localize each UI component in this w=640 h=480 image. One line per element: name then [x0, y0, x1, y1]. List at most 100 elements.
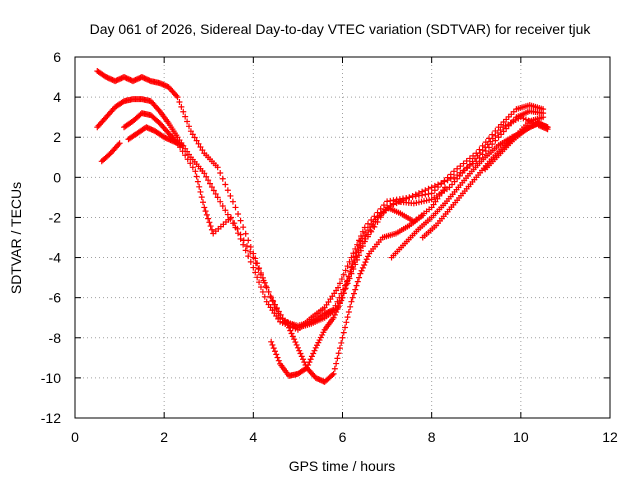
- data-point: [441, 177, 448, 184]
- data-point: [222, 181, 229, 188]
- data-point: [263, 283, 270, 290]
- data-point: [438, 180, 445, 187]
- series-track-2: [94, 96, 547, 333]
- data-point: [340, 290, 347, 297]
- data-point: [292, 339, 299, 346]
- data-point: [205, 215, 212, 222]
- data-point: [203, 211, 210, 218]
- data-point: [334, 306, 341, 313]
- data-point: [291, 336, 298, 343]
- data-point: [214, 194, 221, 201]
- data-point: [187, 160, 194, 167]
- data-point: [235, 211, 242, 218]
- y-tick-label: -8: [49, 330, 62, 346]
- data-point: [343, 281, 350, 288]
- data-point: [349, 260, 356, 267]
- data-point: [254, 274, 261, 281]
- data-point: [339, 294, 346, 301]
- data-point: [358, 267, 365, 274]
- data-point: [260, 277, 267, 284]
- data-point: [428, 184, 435, 191]
- data-points: [94, 68, 551, 385]
- data-point: [240, 237, 247, 244]
- data-point: [198, 194, 205, 201]
- data-point: [345, 308, 352, 315]
- data-point: [352, 286, 359, 293]
- x-axis: 0 2 4 6 8 10 12: [71, 57, 618, 445]
- data-point: [197, 188, 204, 195]
- series-track-7: [286, 212, 426, 385]
- data-point: [217, 198, 224, 205]
- data-point: [203, 173, 210, 180]
- data-point: [289, 333, 296, 340]
- y-tick-label: 6: [53, 49, 61, 65]
- series-track-9: [419, 114, 547, 241]
- x-tick-label: 8: [428, 429, 436, 445]
- data-point: [353, 282, 360, 289]
- data-point: [201, 170, 208, 177]
- data-point: [242, 247, 249, 254]
- data-point: [247, 243, 254, 250]
- data-point: [344, 263, 351, 270]
- data-point: [174, 94, 181, 101]
- data-point: [256, 265, 263, 272]
- data-point: [269, 341, 276, 348]
- data-point: [336, 300, 343, 307]
- data-point: [331, 311, 338, 318]
- data-point: [336, 280, 343, 287]
- x-tick-label: 4: [249, 429, 257, 445]
- data-point: [224, 211, 231, 218]
- data-point: [205, 177, 212, 184]
- series-track-4: [125, 124, 185, 149]
- data-point: [207, 223, 214, 230]
- data-point: [184, 118, 191, 125]
- series-track-10: [482, 120, 551, 173]
- data-point: [544, 124, 551, 131]
- data-point: [335, 284, 342, 291]
- data-point: [247, 258, 254, 265]
- data-point: [335, 303, 342, 310]
- data-point: [460, 160, 467, 167]
- data-point: [364, 253, 371, 260]
- data-point: [371, 213, 378, 220]
- data-point: [343, 278, 350, 285]
- data-point: [176, 98, 183, 105]
- data-point: [231, 220, 238, 227]
- series-track-8: [388, 120, 551, 261]
- data-point: [243, 243, 250, 250]
- data-point: [199, 147, 206, 154]
- data-point: [356, 274, 363, 281]
- data-point: [242, 230, 249, 237]
- data-point: [206, 219, 213, 226]
- data-point: [116, 140, 123, 147]
- data-point: [178, 103, 185, 110]
- data-point: [217, 170, 224, 177]
- data-point: [354, 278, 361, 285]
- data-point: [261, 293, 268, 300]
- data-point: [265, 288, 272, 295]
- data-point: [208, 184, 215, 191]
- data-point: [287, 327, 294, 334]
- data-point: [268, 338, 275, 345]
- data-point: [196, 183, 203, 190]
- data-point: [271, 348, 278, 355]
- data-point: [180, 108, 187, 115]
- data-point: [274, 354, 281, 361]
- data-point: [270, 298, 277, 305]
- data-point: [346, 258, 353, 265]
- data-point: [297, 350, 304, 357]
- data-point: [286, 324, 292, 331]
- y-axis: -12 -10 -8 -6 -4 -2 0 2 4 6: [41, 49, 610, 426]
- data-point: [256, 279, 263, 286]
- data-point: [270, 345, 277, 352]
- data-point: [419, 212, 426, 219]
- data-point: [179, 148, 186, 155]
- y-tick-label: -10: [41, 370, 61, 386]
- data-point: [273, 351, 280, 358]
- data-point: [331, 365, 338, 372]
- data-point: [197, 143, 204, 150]
- data-point: [356, 242, 363, 249]
- data-point: [275, 308, 282, 315]
- data-point: [435, 184, 442, 191]
- data-point: [255, 266, 262, 273]
